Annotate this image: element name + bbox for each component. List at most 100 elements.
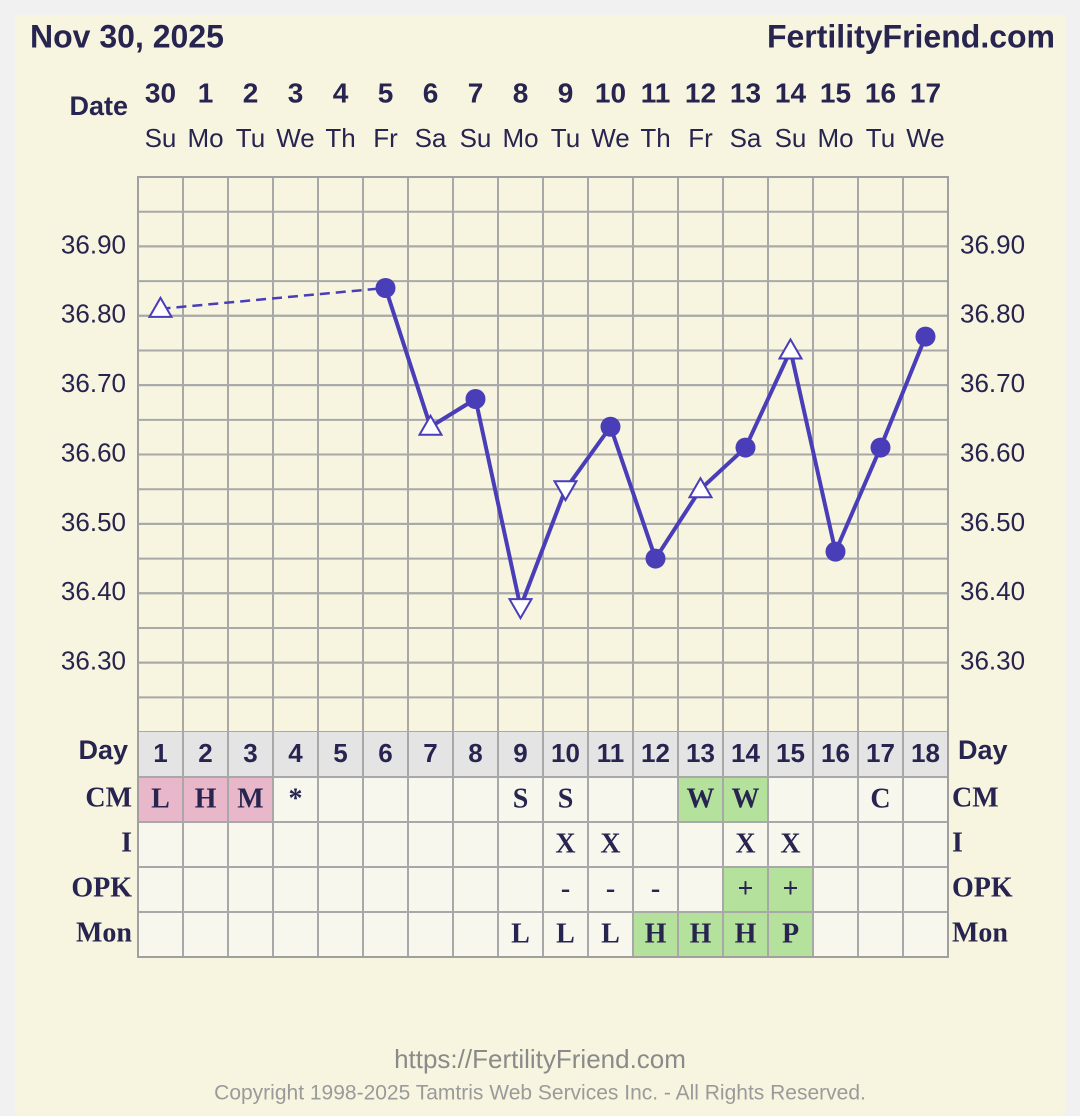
table-cell bbox=[407, 776, 454, 823]
cycle-day: 12 bbox=[641, 738, 670, 768]
weekday-label: Mo bbox=[817, 123, 853, 153]
cell-value: L bbox=[601, 918, 620, 949]
y-tick-label-right: 36.40 bbox=[960, 576, 1025, 606]
date-label: 4 bbox=[333, 77, 349, 108]
date-label: 12 bbox=[685, 77, 716, 108]
table-cell bbox=[407, 866, 454, 913]
cell-value: + bbox=[783, 873, 799, 904]
day-label-right: Day bbox=[958, 735, 1008, 765]
cell-value: X bbox=[600, 828, 620, 859]
weekday-label: Sa bbox=[415, 123, 447, 153]
y-tick-label: 36.80 bbox=[61, 299, 126, 329]
marker bbox=[417, 413, 444, 436]
weekday-label: Su bbox=[775, 123, 807, 153]
date-label: 16 bbox=[865, 77, 896, 108]
date-label: 9 bbox=[558, 77, 574, 108]
cycle-day: 18 bbox=[911, 738, 940, 768]
table-cell bbox=[452, 911, 499, 958]
weekday-label: Fr bbox=[373, 123, 398, 153]
table-cell bbox=[767, 821, 814, 868]
table-cell bbox=[722, 776, 769, 823]
copyright: Copyright 1998-2025 Tamtris Web Services… bbox=[214, 1082, 866, 1105]
cycle-day: 5 bbox=[333, 738, 347, 768]
table-cell bbox=[902, 866, 949, 913]
row-label: I bbox=[121, 827, 132, 858]
table-cell bbox=[317, 866, 364, 913]
cell-value: + bbox=[738, 873, 754, 904]
y-tick-label: 36.40 bbox=[61, 576, 126, 606]
table-cell bbox=[632, 911, 679, 958]
date-label: 2 bbox=[243, 77, 259, 108]
cell-value: H bbox=[690, 918, 712, 949]
cycle-day: 1 bbox=[153, 738, 167, 768]
table-cell bbox=[902, 911, 949, 958]
cycle-day: 15 bbox=[776, 738, 805, 768]
y-tick-label: 36.60 bbox=[61, 437, 126, 467]
marker bbox=[375, 278, 396, 298]
cycle-day: 17 bbox=[866, 738, 895, 768]
table-cell bbox=[227, 776, 274, 823]
table-cell bbox=[857, 821, 904, 868]
y-tick-label-right: 36.70 bbox=[960, 368, 1025, 398]
table-cell bbox=[677, 866, 724, 913]
cell-value: C bbox=[870, 783, 890, 814]
table-cell bbox=[137, 776, 184, 823]
date-label: 10 bbox=[595, 77, 626, 108]
cell-value: H bbox=[735, 918, 757, 949]
cycle-day: 11 bbox=[597, 738, 625, 768]
table-cell bbox=[632, 866, 679, 913]
cycle-day: 3 bbox=[243, 738, 257, 768]
table-cell bbox=[137, 821, 184, 868]
date-label: Date bbox=[69, 91, 128, 121]
marker bbox=[507, 598, 534, 621]
marker bbox=[600, 416, 621, 437]
y-tick-label-right: 36.90 bbox=[960, 229, 1025, 259]
row-label-right: CM bbox=[952, 782, 999, 813]
date-label: 3 bbox=[288, 77, 304, 108]
table-cell bbox=[362, 776, 409, 823]
cell-value: P bbox=[782, 918, 799, 949]
y-tick-label: 36.30 bbox=[61, 646, 126, 676]
cycle-day: 2 bbox=[198, 738, 212, 768]
table-cell bbox=[902, 821, 949, 868]
date-label: 17 bbox=[910, 77, 941, 108]
row-label-right: OPK bbox=[952, 872, 1013, 903]
cell-value: W bbox=[687, 783, 715, 814]
cycle-day: 16 bbox=[821, 738, 850, 768]
cycle-day: 6 bbox=[378, 738, 392, 768]
table-cell bbox=[812, 776, 859, 823]
table-cell bbox=[542, 821, 589, 868]
table-cell bbox=[677, 821, 724, 868]
table-cell bbox=[587, 911, 634, 958]
date-label: 7 bbox=[468, 77, 484, 108]
cell-value: X bbox=[555, 828, 575, 859]
cell-value: W bbox=[732, 783, 760, 814]
weekday-label: We bbox=[906, 123, 945, 153]
table-cell bbox=[722, 866, 769, 913]
table-cell bbox=[182, 821, 229, 868]
cell-value: M bbox=[237, 783, 263, 814]
table-cell bbox=[452, 821, 499, 868]
table-cell bbox=[227, 821, 274, 868]
table-cell bbox=[452, 776, 499, 823]
table-cell bbox=[182, 911, 229, 958]
cell-value: - bbox=[606, 873, 615, 904]
weekday-label: Tu bbox=[551, 123, 580, 153]
table-cell bbox=[227, 911, 274, 958]
weekday-label: Tu bbox=[866, 123, 895, 153]
brand: FertilityFriend.com bbox=[767, 18, 1055, 54]
marker bbox=[147, 295, 174, 318]
table-cell bbox=[632, 821, 679, 868]
weekday-label: Th bbox=[325, 123, 355, 153]
cell-value: * bbox=[289, 783, 303, 814]
cell-value: H bbox=[645, 918, 667, 949]
table-cell bbox=[497, 821, 544, 868]
y-tick-label-right: 36.50 bbox=[960, 507, 1025, 537]
table-cell bbox=[812, 821, 859, 868]
table-cell bbox=[857, 911, 904, 958]
cycle-day: 7 bbox=[423, 738, 437, 768]
cycle-day: 13 bbox=[686, 738, 715, 768]
table-cell bbox=[317, 911, 364, 958]
row-label-right: I bbox=[952, 827, 963, 858]
